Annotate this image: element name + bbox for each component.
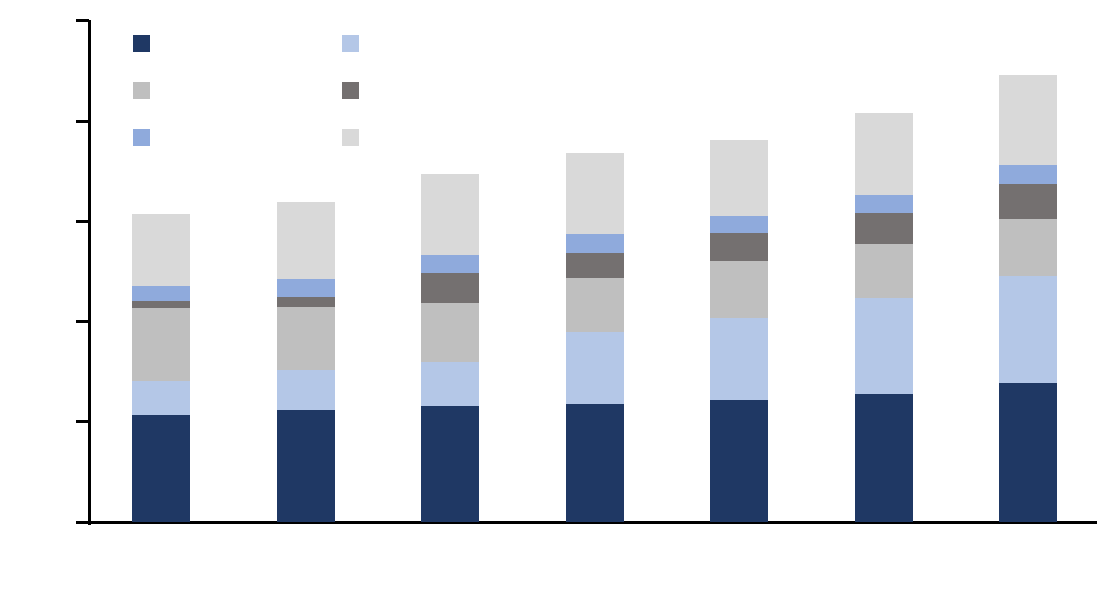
bar-segment-uk	[710, 216, 768, 234]
bar-segment-us	[132, 414, 190, 522]
y-axis-tick-label	[0, 507, 57, 537]
legend-swatch-us	[133, 35, 150, 52]
bar-segment-us	[276, 409, 335, 522]
bar-segment-japan	[421, 303, 479, 362]
bar-segment-japan	[710, 261, 768, 319]
bar-segment-uk	[565, 234, 624, 254]
bar-label-china	[261, 375, 351, 405]
bar-segment-japan	[132, 308, 190, 381]
bar-segment-euro-area	[999, 184, 1057, 220]
bar-segment-other	[854, 112, 913, 196]
y-axis-line	[88, 19, 91, 525]
bar-label-us	[839, 443, 929, 473]
bar-segment-other	[999, 74, 1057, 166]
bar-label-china	[405, 369, 495, 399]
bar-segment-japan	[999, 219, 1057, 277]
bar-segment-uk	[132, 286, 190, 302]
bar-segment-china	[854, 298, 913, 394]
y-axis-tick	[76, 19, 89, 23]
bar-segment-uk	[421, 255, 479, 274]
legend-swatch-euro-area	[342, 82, 359, 99]
bar-segment-uk	[999, 165, 1057, 185]
x-axis-tick-label	[812, 551, 956, 581]
bar-label-us	[261, 451, 351, 481]
y-axis-tick-label	[0, 407, 57, 437]
bar-segment-other	[565, 153, 624, 235]
legend-swatch-japan	[133, 82, 150, 99]
bar-label-japan	[839, 256, 929, 286]
bar-segment-uk	[276, 279, 335, 298]
bar-segment-japan	[854, 244, 913, 299]
y-axis-tick	[76, 219, 89, 223]
bar-segment-other	[421, 174, 479, 256]
y-axis-tick-label	[0, 106, 57, 136]
x-axis-tick-label	[378, 551, 522, 581]
y-axis-tick	[76, 420, 89, 424]
bar-segment-us	[710, 399, 768, 522]
bar-segment-euro-area	[710, 233, 768, 262]
legend-swatch-china	[342, 35, 359, 52]
legend-swatch-other	[342, 128, 359, 146]
bar-label-japan	[261, 324, 351, 354]
bar-segment-uk	[854, 195, 913, 214]
bar-segment-japan	[276, 307, 335, 370]
bar-label-us	[983, 437, 1073, 467]
bar-segment-china	[565, 331, 624, 404]
y-axis-tick	[76, 119, 89, 123]
bar-segment-china	[710, 318, 768, 400]
y-axis-tick-label	[0, 6, 57, 36]
bar-label-us	[405, 449, 495, 479]
x-axis-tick-label	[667, 551, 811, 581]
bar-label-japan	[116, 330, 206, 360]
x-axis-line	[78, 520, 1097, 524]
x-axis-tick-label	[234, 551, 378, 581]
bar-label-china	[550, 353, 640, 383]
bar-segment-china	[276, 369, 335, 410]
bar-segment-us	[854, 393, 913, 522]
x-axis-tick-label	[89, 551, 233, 581]
bar-segment-china	[421, 361, 479, 406]
y-axis-tick	[76, 520, 89, 524]
bar-segment-other	[132, 214, 190, 287]
y-axis-tick-label	[0, 307, 57, 337]
bar-label-china	[694, 344, 784, 374]
bar-label-japan	[694, 275, 784, 305]
bar-label-japan	[405, 318, 495, 348]
bar-segment-euro-area	[132, 301, 190, 309]
bar-segment-euro-area	[565, 253, 624, 279]
bar-segment-euro-area	[854, 213, 913, 245]
bar-segment-us	[565, 403, 624, 522]
bar-segment-us	[999, 382, 1057, 522]
y-axis-tick-label	[0, 206, 57, 236]
bar-label-china	[116, 383, 206, 413]
legend-swatch-uk	[133, 128, 150, 146]
bar-label-china	[839, 331, 929, 361]
bar-segment-china	[132, 380, 190, 415]
y-axis-tick	[76, 320, 89, 323]
bar-label-us	[116, 453, 206, 483]
bar-label-japan	[550, 290, 640, 320]
bar-segment-china	[999, 276, 1057, 383]
bar-segment-euro-area	[276, 297, 335, 308]
bar-label-us	[550, 448, 640, 478]
bar-label-china	[983, 315, 1073, 345]
bar-label-japan	[983, 233, 1073, 263]
bar-segment-other	[276, 202, 335, 280]
bar-label-us	[694, 446, 784, 476]
x-axis-tick-label	[956, 551, 1100, 581]
bar-segment-us	[421, 405, 479, 522]
x-axis-tick-label	[523, 551, 667, 581]
bar-segment-euro-area	[421, 273, 479, 304]
bar-segment-other	[710, 140, 768, 217]
bar-segment-japan	[565, 278, 624, 332]
